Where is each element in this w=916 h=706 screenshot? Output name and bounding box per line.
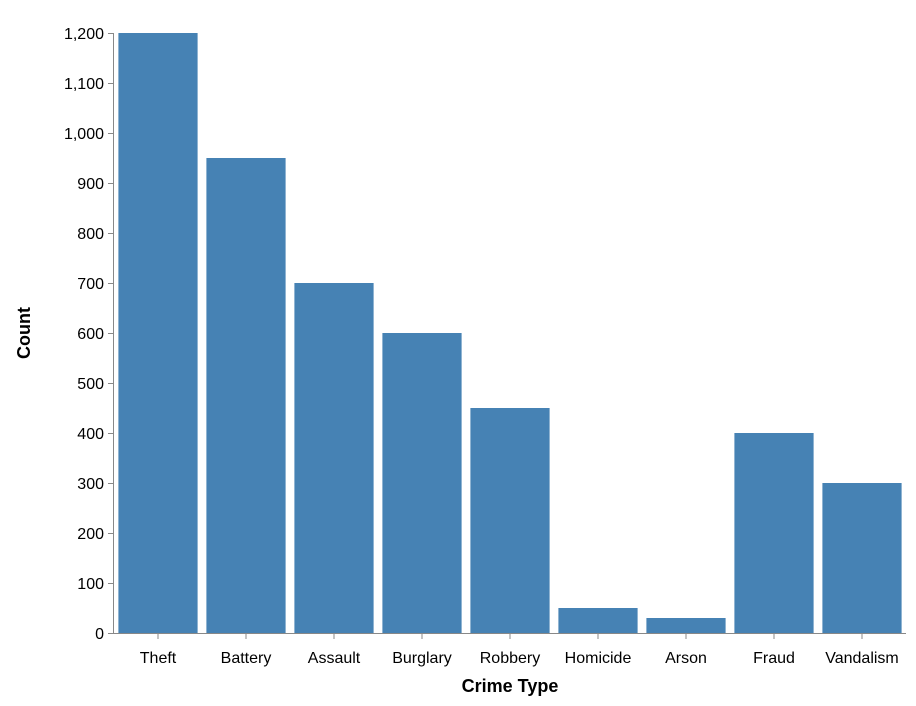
y-tick-label: 100 — [77, 576, 104, 593]
x-tick-label-fraud: Fraud — [753, 650, 795, 667]
x-axis: Theft Battery Assault Burglary Robbery Homici… — [113, 633, 906, 667]
y-tick-label: 900 — [77, 176, 104, 193]
bar-battery — [206, 158, 286, 633]
x-tick-label-arson: Arson — [665, 650, 707, 667]
x-tick-label-robbery: Robbery — [480, 650, 540, 667]
y-tick-label: 1,200 — [64, 26, 104, 43]
bar-fraud — [734, 433, 814, 633]
x-tick-label-vandalism: Vandalism — [825, 650, 899, 667]
y-tick-label: 0 — [95, 626, 104, 643]
y-axis-title: Count — [14, 307, 34, 359]
bar-burglary — [382, 333, 462, 633]
y-tick-label: 500 — [77, 376, 104, 393]
x-tick-label-assault: Assault — [308, 650, 361, 667]
x-tick-label-battery: Battery — [221, 650, 272, 667]
bar-arson — [646, 618, 726, 633]
y-tick-label: 700 — [77, 276, 104, 293]
x-tick-label-burglary: Burglary — [392, 650, 452, 667]
y-tick-label: 800 — [77, 226, 104, 243]
bar-robbery — [470, 408, 550, 633]
bars-group — [118, 33, 902, 633]
x-axis-title: Crime Type — [462, 676, 559, 696]
y-tick-label: 200 — [77, 526, 104, 543]
y-tick-label: 1,000 — [64, 126, 104, 143]
bar-assault — [294, 283, 374, 633]
y-tick-label: 600 — [77, 326, 104, 343]
x-tick-label-homicide: Homicide — [565, 650, 632, 667]
y-tick-label: 1,100 — [64, 76, 104, 93]
y-tick-label: 400 — [77, 426, 104, 443]
y-tick-label: 300 — [77, 476, 104, 493]
bar-vandalism — [822, 483, 902, 633]
y-axis: 0 100 200 300 400 500 600 700 800 900 1,000 1,100 1,… — [64, 26, 114, 643]
bar-theft — [118, 33, 198, 633]
x-tick-label-theft: Theft — [140, 650, 177, 667]
bar-homicide — [558, 608, 638, 633]
